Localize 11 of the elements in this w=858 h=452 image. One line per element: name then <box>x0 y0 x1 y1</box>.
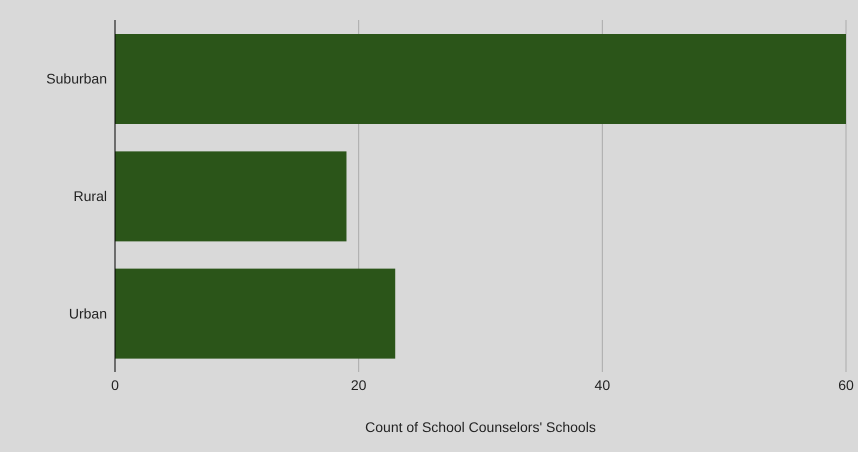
x-tick-label: 0 <box>111 376 120 393</box>
y-tick-label: Suburban <box>46 70 107 87</box>
x-tick-label: 60 <box>838 376 854 393</box>
bar <box>115 151 346 242</box>
bar <box>115 268 396 359</box>
x-tick-label: 20 <box>350 376 367 393</box>
bar <box>115 34 846 124</box>
y-tick-label: Urban <box>68 305 107 322</box>
y-tick-label: Rural <box>74 188 107 204</box>
x-tick-label: 40 <box>594 376 610 393</box>
x-axis-title: Count of School Counselors' Schools <box>365 419 596 435</box>
